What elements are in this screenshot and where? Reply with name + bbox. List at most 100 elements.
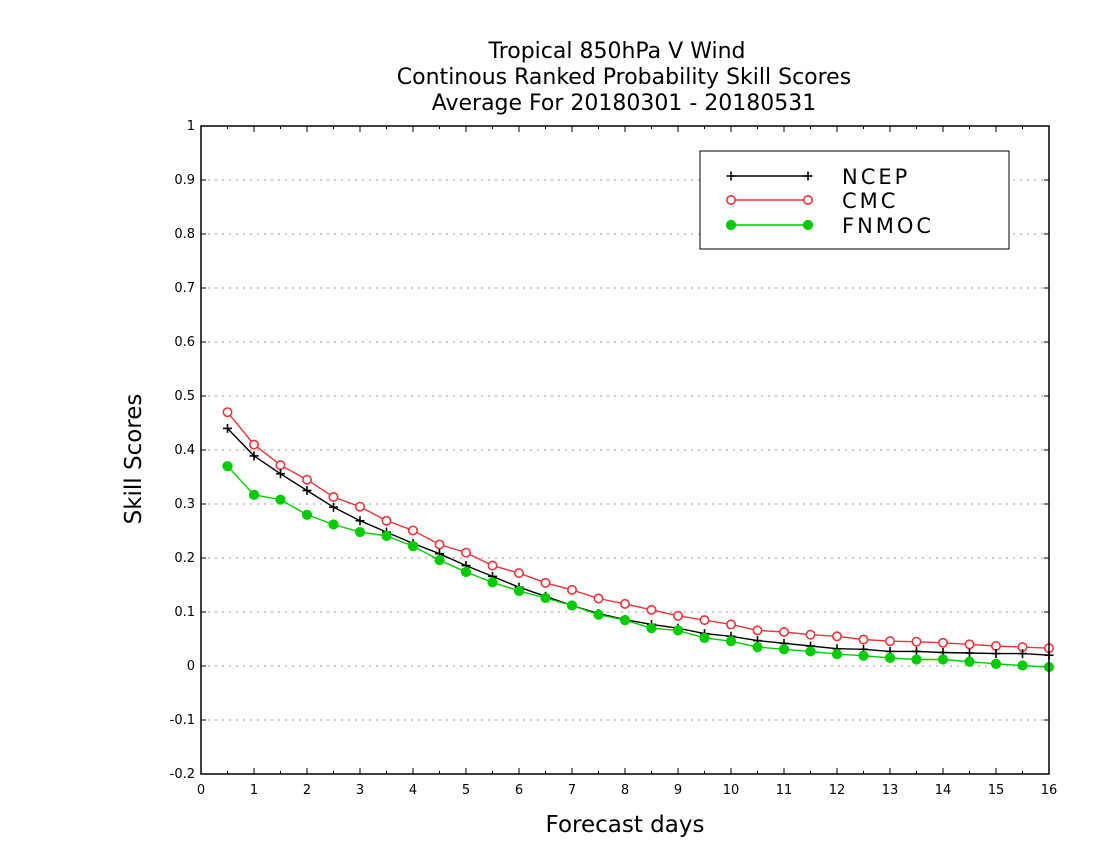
data-point-fnmoc <box>513 585 525 597</box>
data-point-fnmoc <box>1017 660 1028 671</box>
legend-marker-cmc <box>802 195 813 206</box>
legend-marker-ncep <box>726 171 736 181</box>
data-point-ncep <box>1018 649 1027 659</box>
data-point-ncep <box>249 451 259 461</box>
legend-entry-cmc: CMC <box>725 189 898 213</box>
x-tick-label: 1 <box>250 783 258 798</box>
y-tick-label: 0.6 <box>174 335 195 350</box>
data-point-fnmoc <box>911 654 922 665</box>
data-point-fnmoc <box>672 625 684 636</box>
series-cmc <box>222 407 1055 654</box>
x-tick-label: 6 <box>515 783 523 798</box>
data-point-fnmoc <box>884 652 896 664</box>
data-point-cmc <box>884 636 895 647</box>
data-point-fnmoc <box>354 526 366 538</box>
x-tick-label: 14 <box>935 783 952 798</box>
data-point-cmc <box>619 598 630 609</box>
data-point-fnmoc <box>381 530 392 541</box>
x-tick-label: 13 <box>882 783 899 798</box>
legend-marker-cmc <box>725 195 736 206</box>
data-point-cmc <box>328 491 339 502</box>
y-tick-label: -0.2 <box>170 767 195 782</box>
x-tick-label: 11 <box>776 783 793 798</box>
data-point-cmc <box>778 626 789 637</box>
data-point-ncep <box>965 648 974 658</box>
series-line-ncep <box>226 427 1050 656</box>
series-fnmoc <box>222 461 1055 673</box>
chart-title-line-3: Average For 20180301 - 20180531 <box>432 91 817 116</box>
x-tick-label: 9 <box>674 783 682 798</box>
legend-marker-ncep <box>803 171 813 181</box>
data-point-ncep <box>302 486 312 495</box>
x-tick-label: 16 <box>1041 783 1058 798</box>
grid-lines <box>201 179 1049 721</box>
series-line-cmc <box>226 411 1050 649</box>
legend-entry-ncep: NCEP <box>726 165 910 189</box>
data-point-fnmoc <box>460 566 472 578</box>
data-point-fnmoc <box>619 615 631 626</box>
x-tick-label: 12 <box>829 783 846 798</box>
data-point-ncep <box>329 502 338 512</box>
data-point-fnmoc <box>222 461 233 472</box>
data-point-cmc <box>487 560 498 571</box>
plot-frame <box>200 125 1050 775</box>
legend-label-ncep: NCEP <box>842 165 910 189</box>
y-tick-label: 0 <box>187 659 195 674</box>
x-tick-label: 5 <box>462 783 470 798</box>
data-point-ncep <box>355 516 365 526</box>
data-point-fnmoc <box>699 632 710 644</box>
data-point-fnmoc <box>275 494 286 505</box>
data-point-fnmoc <box>752 642 763 653</box>
x-tick-label: 3 <box>356 783 364 798</box>
data-point-cmc <box>407 525 418 536</box>
x-tick-label: 2 <box>303 783 311 798</box>
legend-label-cmc: CMC <box>842 189 898 213</box>
data-point-cmc <box>434 539 445 550</box>
data-point-cmc <box>381 515 392 526</box>
data-point-fnmoc <box>328 519 339 530</box>
data-point-cmc <box>513 568 524 579</box>
data-point-cmc <box>831 631 842 642</box>
y-axis-title: Skill Scores <box>121 394 147 525</box>
chart-title-line-2: Continous Ranked Probability Skill Score… <box>397 65 851 90</box>
x-tick-label: 7 <box>568 783 576 798</box>
data-point-ncep <box>276 469 285 479</box>
legend-marker-fnmoc <box>725 219 737 231</box>
data-point-cmc <box>990 641 1001 652</box>
legend-label-fnmoc: FNMOC <box>842 214 934 238</box>
x-axis: 0 1 2 3 4 5 6 7 8 9 10 11 12 13 14 15 16 <box>197 783 1057 798</box>
data-point-cmc <box>593 593 604 604</box>
data-point-fnmoc <box>778 644 790 655</box>
data-point-cmc <box>672 610 683 621</box>
data-point-fnmoc <box>937 654 949 665</box>
series-line-fnmoc <box>226 465 1050 668</box>
data-point-fnmoc <box>540 592 551 604</box>
legend-marker-fnmoc <box>802 219 814 231</box>
chart-title: Tropical 850hPa V Wind Continous Ranked … <box>397 39 851 116</box>
data-point-fnmoc <box>831 649 843 660</box>
data-point-fnmoc <box>858 650 869 661</box>
data-point-cmc <box>937 637 948 648</box>
x-axis-title: Forecast days <box>546 812 705 838</box>
data-point-fnmoc <box>407 541 419 552</box>
data-point-cmc <box>540 577 551 588</box>
y-tick-label: 0.3 <box>174 497 195 512</box>
y-tick-label: 0.9 <box>174 173 195 188</box>
data-point-fnmoc <box>964 656 975 667</box>
data-point-fnmoc <box>646 623 657 634</box>
y-tick-label: -0.1 <box>170 713 195 728</box>
y-tick-label: 0.7 <box>174 281 195 296</box>
x-tick-label: 0 <box>197 783 205 798</box>
data-point-cmc <box>275 460 286 471</box>
data-point-cmc <box>646 604 657 615</box>
data-point-cmc <box>354 501 365 512</box>
data-point-ncep <box>912 646 921 656</box>
data-point-fnmoc <box>593 609 604 620</box>
legend-entry-fnmoc: FNMOC <box>725 214 934 238</box>
y-tick-label: 0.1 <box>174 605 195 620</box>
data-point-fnmoc <box>990 658 1002 669</box>
data-point-fnmoc <box>434 555 445 566</box>
data-point-ncep <box>223 423 232 433</box>
